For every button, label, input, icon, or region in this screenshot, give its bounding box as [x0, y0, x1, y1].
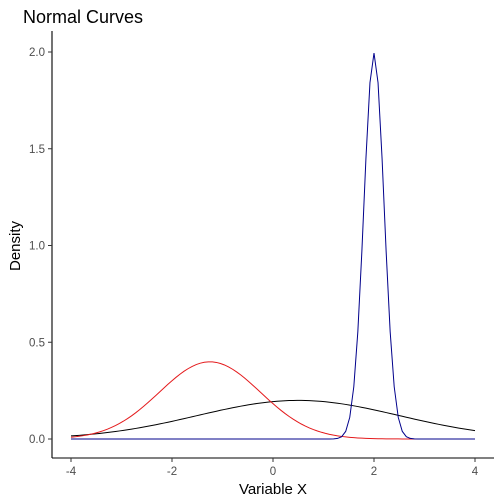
y-tick-label: 1.5 — [29, 144, 45, 156]
y-axis-title: Density — [7, 220, 24, 271]
y-tick-label: 0.5 — [29, 337, 45, 349]
x-tick-label: 4 — [472, 466, 479, 478]
density-curve-3 — [71, 52, 475, 440]
chart-title: Normal Curves — [23, 7, 143, 27]
x-axis-title: Variable X — [239, 481, 307, 498]
x-tick-label: 2 — [371, 466, 377, 478]
y-tick-label: 2.0 — [29, 47, 45, 59]
series-layer — [70, 52, 476, 440]
axes: 0.0 0.5 1.0 1.5 2.0 -4 -2 0 2 4 — [29, 31, 494, 478]
x-tick-label: 0 — [270, 466, 276, 478]
x-tick-label: -4 — [66, 466, 77, 478]
y-tick-label: 1.0 — [29, 241, 45, 253]
y-tick-label: 0.0 — [29, 434, 45, 446]
x-tick-label: -2 — [167, 466, 177, 478]
density-curve-1 — [70, 399, 476, 437]
density-curve-2 — [70, 361, 475, 440]
